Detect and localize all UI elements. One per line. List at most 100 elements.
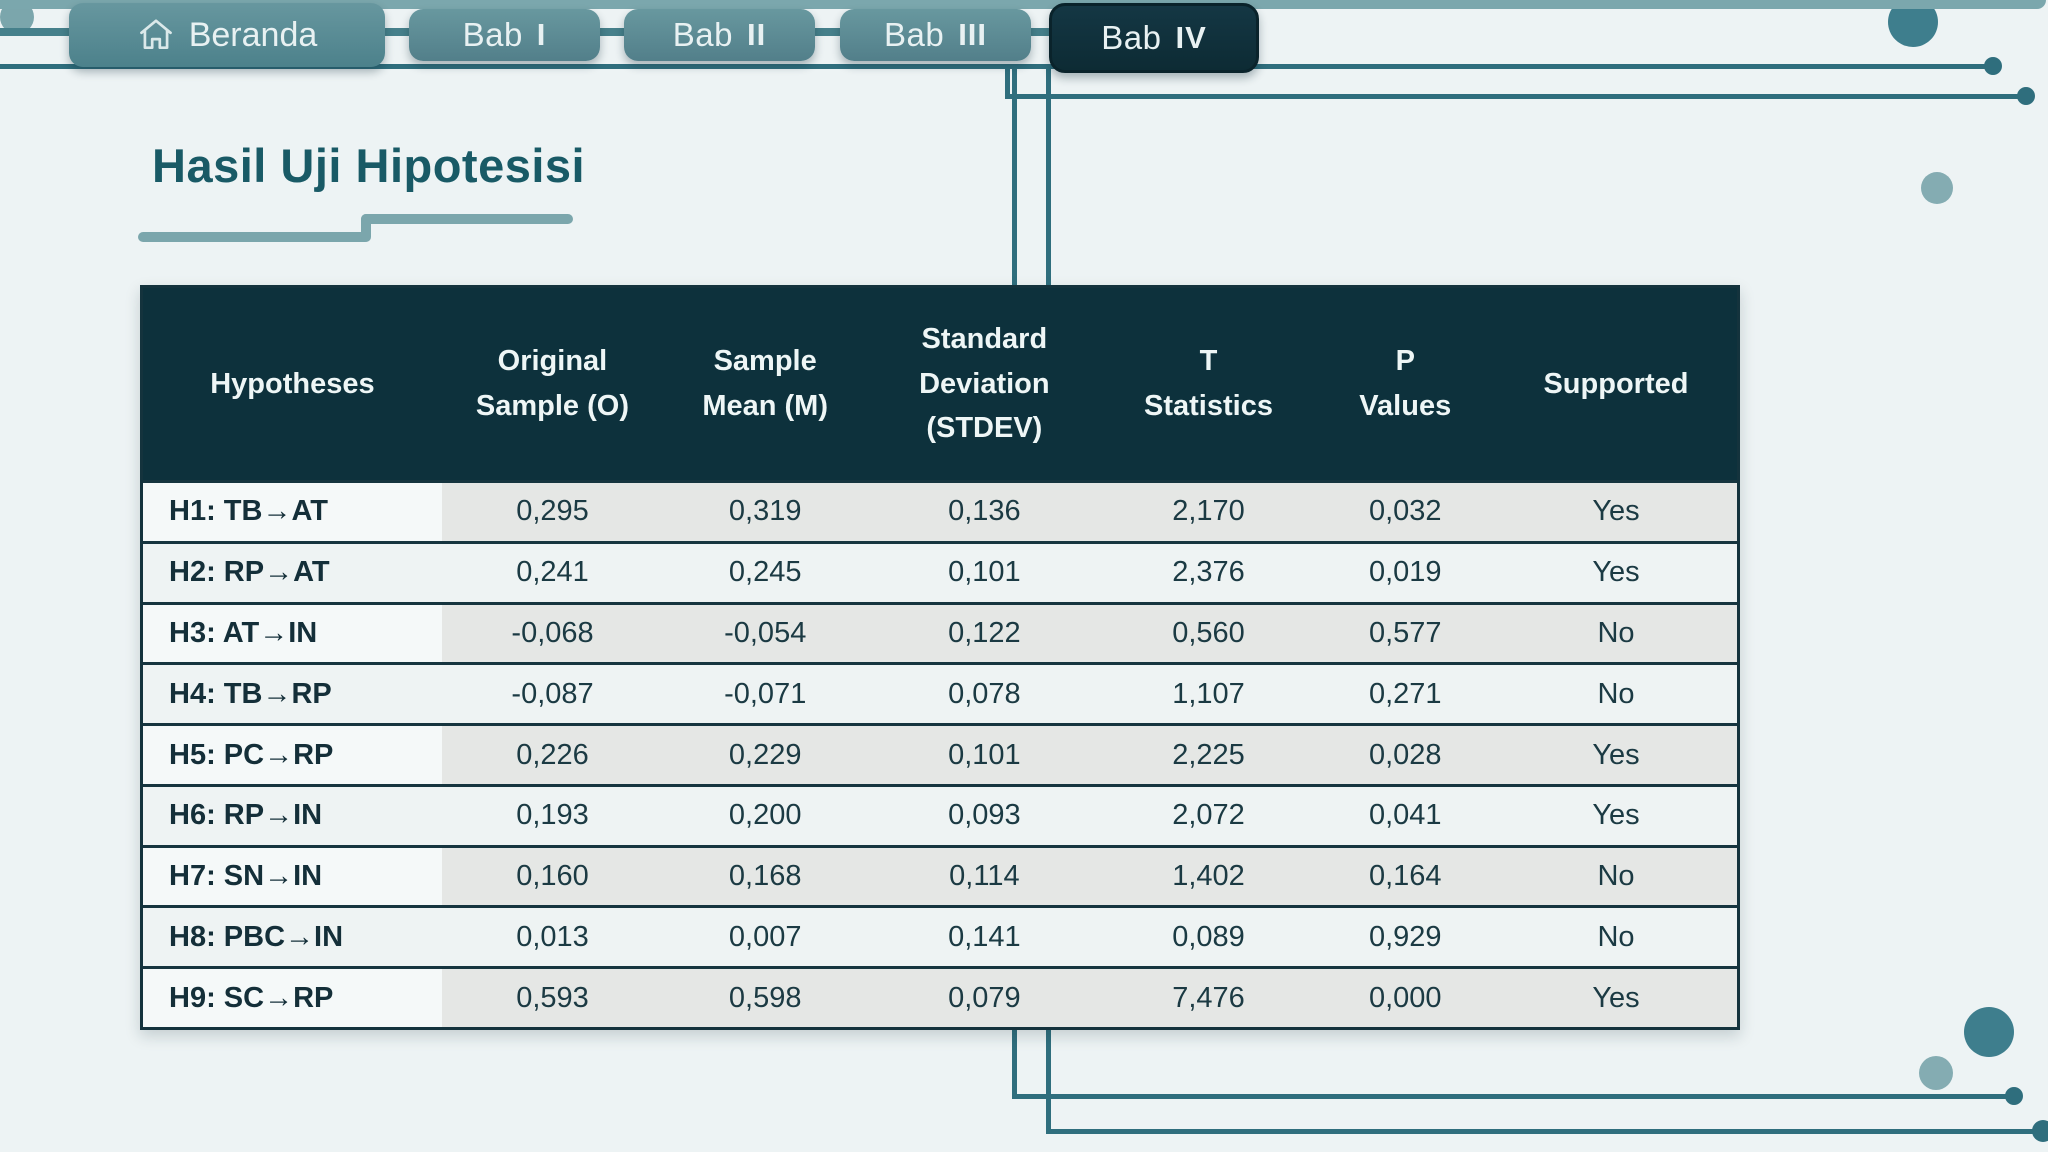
- header-hypotheses: Hypotheses: [210, 367, 375, 400]
- nav-connector: [595, 28, 629, 36]
- cell: 0,164: [1315, 847, 1495, 906]
- cell: 0,101: [867, 726, 1102, 784]
- supported-cell: No: [1494, 847, 1738, 906]
- nav-tab-bab-3[interactable]: Bab III: [840, 9, 1031, 61]
- header-supported: Supported: [1543, 367, 1689, 400]
- cell: 0,114: [867, 847, 1102, 906]
- nav-connector: [0, 28, 72, 36]
- cell: -0,054: [663, 604, 868, 663]
- hypothesis-cell: H6: RP→IN: [143, 786, 442, 845]
- nav-connector: [380, 28, 414, 36]
- cell: 0,041: [1315, 786, 1495, 845]
- tab-numeral: IV: [1175, 20, 1207, 55]
- cell: 0,019: [1315, 543, 1495, 602]
- nav-tab-bab-1[interactable]: Bab I: [409, 9, 600, 61]
- nav-home-label: Beranda: [188, 15, 318, 54]
- supported-cell: Yes: [1494, 483, 1738, 541]
- cell: 0,136: [867, 483, 1102, 541]
- title-underline-low: [138, 232, 370, 242]
- table-row: H9: SC→RP 0,593 0,598 0,079 7,476 0,000 …: [143, 966, 1738, 1028]
- cell: 0,200: [663, 786, 868, 845]
- cell: 0,101: [867, 543, 1102, 602]
- title-underline-step: [361, 214, 371, 242]
- tab-label: Bab: [672, 16, 733, 53]
- bottom-line-2-end-dot: [2032, 1120, 2048, 1142]
- top-accent-strip: [0, 0, 2046, 9]
- tab-label: Bab: [1101, 19, 1162, 56]
- cell: -0,071: [663, 665, 868, 724]
- tab-label: Bab: [883, 16, 945, 53]
- cell: 0,089: [1101, 908, 1316, 967]
- hypothesis-cell: H8: PBC→IN: [143, 908, 442, 967]
- cell: 0,295: [441, 483, 664, 541]
- cell: 0,007: [663, 908, 868, 967]
- cell: 0,226: [441, 726, 664, 784]
- right-line-2: [1006, 94, 2020, 99]
- hypothesis-cell: H5: PC→RP: [143, 726, 442, 784]
- nav-baseline: [0, 64, 1988, 69]
- header-original-sample: Original Sample (O): [475, 345, 629, 422]
- cell: 1,402: [1101, 847, 1316, 906]
- table-row: H5: PC→RP 0,226 0,229 0,101 2,225 0,028 …: [143, 723, 1738, 784]
- right-line-2-end-dot: [2017, 87, 2035, 105]
- header-t-statistics: T Statistics: [1144, 345, 1273, 422]
- tab-numeral: I: [536, 17, 547, 52]
- cell: -0,087: [441, 665, 664, 724]
- nav-connector: [810, 28, 844, 36]
- cell: 2,225: [1101, 726, 1316, 784]
- nav-home-button[interactable]: Beranda: [69, 3, 385, 67]
- cell: 0,929: [1315, 908, 1495, 967]
- nav-connector: [1026, 28, 1054, 36]
- cell: 0,168: [663, 847, 868, 906]
- supported-cell: Yes: [1494, 786, 1738, 845]
- cell: 0,000: [1315, 969, 1495, 1028]
- cell: 0,028: [1315, 726, 1495, 784]
- table-row: H7: SN→IN 0,160 0,168 0,114 1,402 0,164 …: [143, 844, 1738, 906]
- nav-tab-bab-2[interactable]: Bab II: [624, 9, 815, 61]
- bottom-line-1-end-dot: [2005, 1087, 2023, 1105]
- cell: 0,122: [867, 604, 1102, 663]
- nav-tab-bab-4-active[interactable]: Bab IV: [1049, 3, 1259, 73]
- bottom-right-circle-large: [1964, 1007, 2014, 1057]
- cell: 0,319: [663, 483, 868, 541]
- supported-cell: Yes: [1494, 969, 1738, 1028]
- hypothesis-cell: H1: TB→AT: [143, 483, 442, 541]
- nav-baseline-end-dot: [1984, 57, 2002, 75]
- tab-numeral: II: [746, 17, 767, 52]
- cell: 0,093: [867, 786, 1102, 845]
- cell: 0,160: [441, 847, 664, 906]
- header-sample-mean: Sample Mean (M): [702, 345, 828, 422]
- cell: 2,376: [1101, 543, 1316, 602]
- hypothesis-cell: H9: SC→RP: [143, 969, 442, 1028]
- cell: 0,593: [441, 969, 664, 1028]
- cell: 0,193: [441, 786, 664, 845]
- tab-label: Bab: [462, 16, 523, 53]
- cell: 0,079: [867, 969, 1102, 1028]
- supported-cell: No: [1494, 665, 1738, 724]
- cell: 2,170: [1101, 483, 1316, 541]
- cell: 7,476: [1101, 969, 1316, 1028]
- cell: 0,241: [441, 543, 664, 602]
- header-p-values: P Values: [1359, 345, 1452, 422]
- table-row: H6: RP→IN 0,193 0,200 0,093 2,072 0,041 …: [143, 783, 1738, 845]
- cell: -0,068: [441, 604, 664, 663]
- cell: 0,078: [867, 665, 1102, 724]
- bottom-line-1: [1012, 1094, 2008, 1099]
- top-right-circle-small: [1921, 172, 1953, 204]
- hypothesis-results-table: Hypotheses Original Sample (O) Sample Me…: [140, 285, 1740, 1030]
- hypothesis-cell: H2: RP→AT: [143, 543, 442, 602]
- home-icon: [139, 19, 172, 50]
- table-row: H3: AT→IN -0,068 -0,054 0,122 0,560 0,57…: [143, 601, 1738, 663]
- cell: 0,229: [663, 726, 868, 784]
- table-row: H8: PBC→IN 0,013 0,007 0,141 0,089 0,929…: [143, 905, 1738, 967]
- table-row: H4: TB→RP -0,087 -0,071 0,078 1,107 0,27…: [143, 662, 1738, 724]
- cell: 2,072: [1101, 786, 1316, 845]
- header-standard-deviation: Standard Deviation (STDEV): [919, 322, 1050, 445]
- cell: 0,577: [1315, 604, 1495, 663]
- table-row: H1: TB→AT 0,295 0,319 0,136 2,170 0,032 …: [143, 480, 1738, 541]
- cell: 0,560: [1101, 604, 1316, 663]
- supported-cell: No: [1494, 604, 1738, 663]
- cell: 0,032: [1315, 483, 1495, 541]
- page-title: Hasil Uji Hipotesisi: [152, 139, 586, 192]
